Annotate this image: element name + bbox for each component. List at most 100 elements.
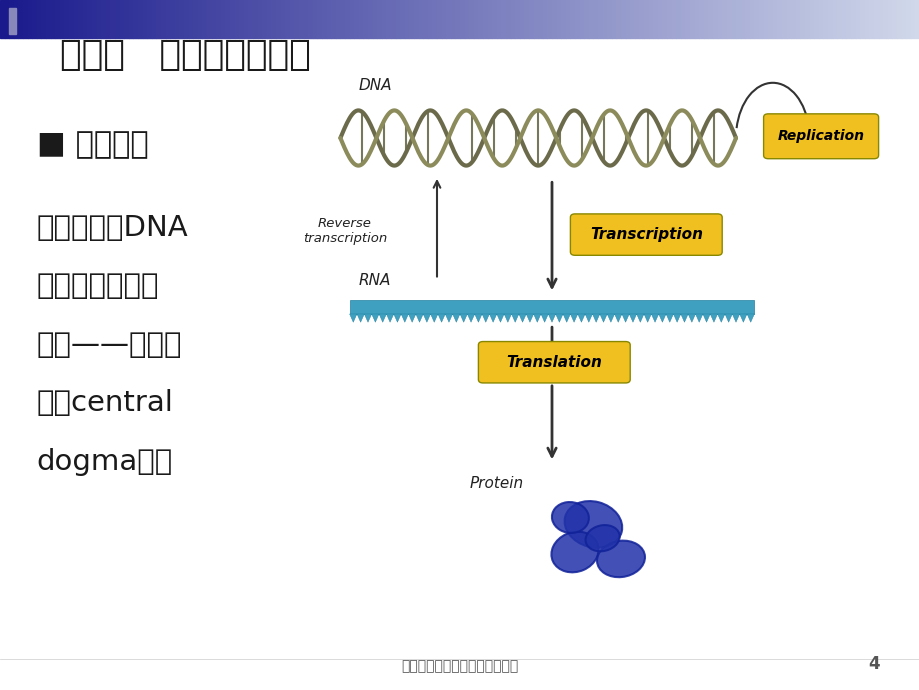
FancyBboxPatch shape bbox=[763, 114, 878, 159]
Bar bbox=[152, 0, 156, 38]
Polygon shape bbox=[665, 314, 673, 322]
Polygon shape bbox=[489, 314, 496, 322]
Bar bbox=[712, 0, 717, 38]
Bar bbox=[515, 0, 519, 38]
Bar bbox=[528, 0, 533, 38]
Polygon shape bbox=[386, 314, 393, 322]
Ellipse shape bbox=[550, 532, 598, 572]
Polygon shape bbox=[504, 314, 511, 322]
Bar bbox=[813, 0, 818, 38]
Bar bbox=[23, 0, 28, 38]
Bar bbox=[299, 0, 303, 38]
Bar bbox=[662, 0, 666, 38]
Polygon shape bbox=[680, 314, 687, 322]
Bar bbox=[510, 0, 515, 38]
Text: Reverse
transcription: Reverse transcription bbox=[302, 217, 387, 245]
Ellipse shape bbox=[584, 525, 619, 551]
Bar bbox=[308, 0, 312, 38]
Bar bbox=[368, 0, 372, 38]
Bar bbox=[423, 0, 427, 38]
Bar bbox=[437, 0, 441, 38]
Bar bbox=[685, 0, 689, 38]
Polygon shape bbox=[437, 314, 445, 322]
Bar bbox=[294, 0, 299, 38]
Bar bbox=[289, 0, 294, 38]
Bar bbox=[620, 0, 625, 38]
Bar bbox=[740, 0, 744, 38]
Bar bbox=[855, 0, 859, 38]
Bar bbox=[588, 0, 593, 38]
Bar bbox=[262, 0, 267, 38]
Bar bbox=[639, 0, 643, 38]
Polygon shape bbox=[415, 314, 423, 322]
Polygon shape bbox=[511, 314, 518, 322]
Bar bbox=[648, 0, 652, 38]
Bar bbox=[574, 0, 579, 38]
Bar bbox=[675, 0, 680, 38]
Bar bbox=[735, 0, 740, 38]
Bar bbox=[538, 0, 542, 38]
Bar bbox=[381, 0, 386, 38]
Bar bbox=[161, 0, 165, 38]
Bar bbox=[427, 0, 432, 38]
Bar bbox=[910, 0, 914, 38]
Bar bbox=[391, 0, 395, 38]
Bar bbox=[905, 0, 910, 38]
Text: 过程——中心法: 过程——中心法 bbox=[37, 331, 182, 359]
Text: 克隆基因表达及基因干扰修课件: 克隆基因表达及基因干扰修课件 bbox=[401, 659, 518, 673]
Bar bbox=[55, 0, 60, 38]
Polygon shape bbox=[408, 314, 415, 322]
Bar bbox=[188, 0, 193, 38]
Polygon shape bbox=[709, 314, 717, 322]
Bar bbox=[625, 0, 630, 38]
Bar bbox=[611, 0, 616, 38]
Bar bbox=[864, 0, 868, 38]
Bar bbox=[409, 0, 414, 38]
Bar bbox=[804, 0, 809, 38]
Bar bbox=[335, 0, 340, 38]
Polygon shape bbox=[474, 314, 482, 322]
Bar bbox=[276, 0, 280, 38]
Bar bbox=[482, 0, 487, 38]
Polygon shape bbox=[371, 314, 379, 322]
Bar bbox=[758, 0, 763, 38]
Text: DNA: DNA bbox=[358, 78, 391, 93]
Bar bbox=[280, 0, 285, 38]
Bar bbox=[565, 0, 570, 38]
Bar bbox=[671, 0, 675, 38]
Polygon shape bbox=[629, 314, 636, 322]
Bar bbox=[731, 0, 735, 38]
Bar bbox=[859, 0, 864, 38]
Bar bbox=[9, 8, 16, 34]
Bar bbox=[46, 0, 51, 38]
Bar bbox=[616, 0, 620, 38]
Bar bbox=[749, 0, 754, 38]
Bar bbox=[607, 0, 611, 38]
Bar bbox=[37, 0, 41, 38]
Text: Transcription: Transcription bbox=[589, 227, 702, 242]
Polygon shape bbox=[724, 314, 732, 322]
Bar bbox=[253, 0, 257, 38]
Bar bbox=[64, 0, 69, 38]
Bar bbox=[216, 0, 221, 38]
Polygon shape bbox=[636, 314, 643, 322]
Bar bbox=[551, 0, 556, 38]
Bar bbox=[754, 0, 758, 38]
Polygon shape bbox=[548, 314, 555, 322]
Bar bbox=[225, 0, 230, 38]
Bar bbox=[547, 0, 551, 38]
Bar bbox=[202, 0, 207, 38]
Bar bbox=[832, 0, 836, 38]
Text: Translation: Translation bbox=[505, 355, 602, 370]
Polygon shape bbox=[584, 314, 592, 322]
Bar bbox=[221, 0, 225, 38]
Bar bbox=[142, 0, 147, 38]
Polygon shape bbox=[717, 314, 724, 322]
Bar bbox=[244, 0, 248, 38]
Bar bbox=[51, 0, 55, 38]
Bar bbox=[96, 0, 101, 38]
Bar bbox=[726, 0, 731, 38]
Bar bbox=[267, 0, 271, 38]
Bar bbox=[9, 0, 14, 38]
Bar bbox=[340, 0, 345, 38]
